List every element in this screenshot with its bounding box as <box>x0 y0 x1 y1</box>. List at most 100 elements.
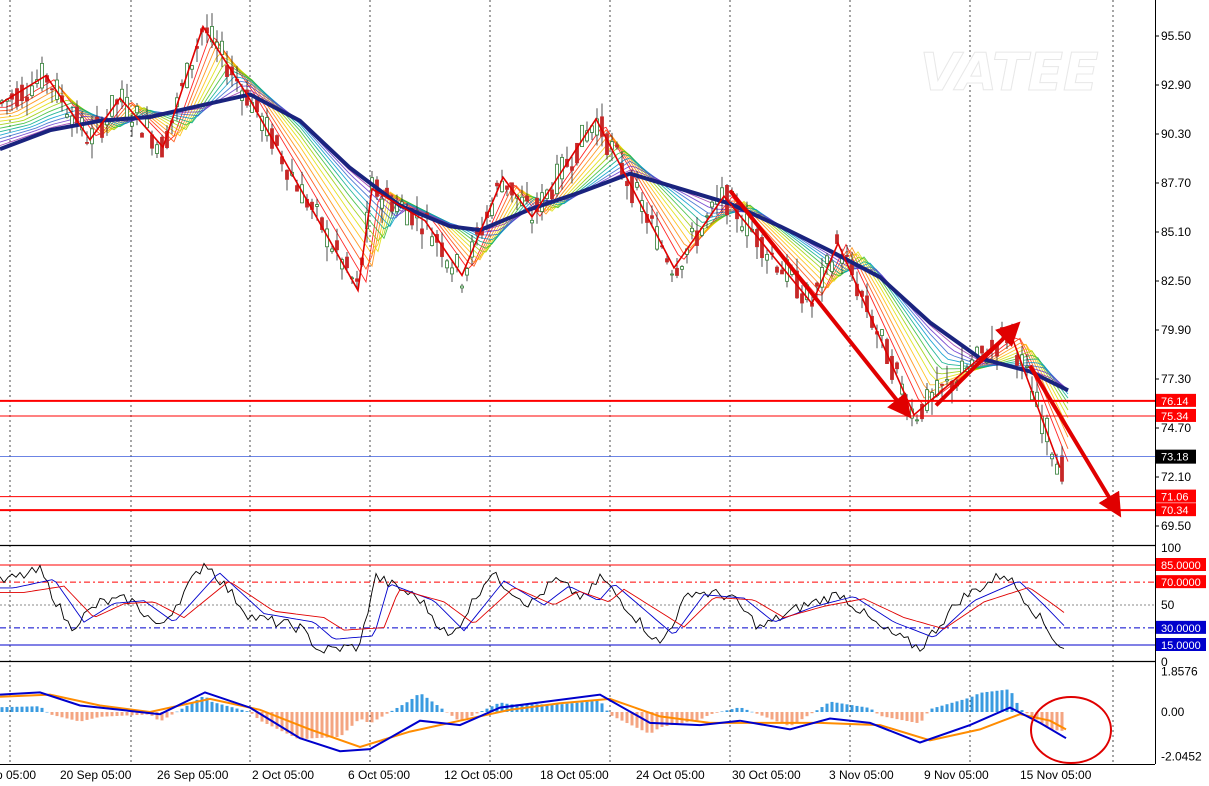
macd-histogram-bar-34 <box>170 712 174 715</box>
macd-histogram-bar-88 <box>440 708 444 712</box>
candle-body-8 <box>40 62 44 89</box>
candle-body-200 <box>1000 327 1004 330</box>
macd-histogram-bar-160 <box>800 712 804 720</box>
candle-body-192 <box>960 360 964 374</box>
macd-panel[interactable]: 1.8576 0.00 -2.0452 <box>0 665 1202 764</box>
candle-body-45 <box>225 65 229 77</box>
macd-histogram-bar-22 <box>110 712 114 717</box>
macd-histogram-bar-183 <box>915 712 919 723</box>
macd-histogram-bar-148 <box>740 707 744 712</box>
macd-histogram-bar-89 <box>445 712 449 713</box>
macd-histogram-bar-117 <box>585 701 589 712</box>
macd-histogram-bar-155 <box>775 712 779 722</box>
macd-histogram-bar-184 <box>920 712 924 721</box>
macd-histogram-bar-166 <box>830 701 834 712</box>
macd-histogram-bar-143 <box>715 712 719 713</box>
macd-histogram-bar-154 <box>770 712 774 720</box>
macd-histogram-bar-173 <box>865 707 869 712</box>
candle-body-67 <box>335 240 339 251</box>
macd-histogram-bar-102 <box>510 704 514 712</box>
macd-histogram-bar-110 <box>550 704 554 712</box>
level-tag-0: 76.14 <box>1161 396 1189 408</box>
macd-histogram-bar-25 <box>125 712 129 716</box>
candle-body-26 <box>130 121 134 127</box>
macd-histogram-bar-170 <box>850 705 854 712</box>
osc-level-tag-4: 15.0000 <box>1161 640 1201 652</box>
macd-histogram-bar-200 <box>1000 690 1004 712</box>
osc-level-tag-3: 30.0000 <box>1161 623 1201 635</box>
macd-histogram-bar-62 <box>310 712 314 739</box>
osc-line-2 <box>0 581 1065 631</box>
candle-body-86 <box>430 236 434 246</box>
macd-histogram-bar-174 <box>870 709 874 712</box>
macd-histogram-bar-156 <box>780 712 784 724</box>
candle-body-76 <box>380 198 384 209</box>
level-tag-bg-3 <box>1156 503 1196 517</box>
macd-histogram-bar-91 <box>455 712 459 720</box>
macd-histogram-bar-57 <box>285 712 289 734</box>
macd-histogram-bar-24 <box>120 712 124 716</box>
macd-histogram-bar-113 <box>565 703 569 712</box>
macd-histogram-bar-49 <box>245 711 249 712</box>
macd-histogram-bar-190 <box>950 702 954 712</box>
macd-histogram-bar-11 <box>55 712 59 717</box>
ribbon-line-4 <box>0 56 1069 419</box>
candle-body-141 <box>705 215 709 218</box>
macd-histogram-bar-107 <box>535 704 539 712</box>
candle-body-133 <box>665 258 669 263</box>
candle-body-6 <box>30 85 34 97</box>
time-label-4: 6 Oct 05:00 <box>348 768 410 782</box>
osc-line-0 <box>0 562 1065 654</box>
price-tick-label-2: 90.30 <box>1161 127 1191 141</box>
macd-histogram-bar-199 <box>995 690 999 712</box>
macd-histogram-bar-115 <box>575 702 579 712</box>
macd-histogram-bar-68 <box>340 712 344 736</box>
oscillator-panel[interactable]: 85.0000 70.0000 30.0000 15.0000 100 50 0 <box>0 541 1206 669</box>
macd-histogram-bar-101 <box>505 703 509 712</box>
candle-body-5 <box>25 96 29 102</box>
macd-histogram-bar-144 <box>720 711 724 713</box>
macd-histogram-bar-123 <box>615 712 619 719</box>
macd-histogram-bar-127 <box>635 712 639 728</box>
candle-body-27 <box>135 106 139 114</box>
macd-histogram-bar-5 <box>25 706 29 712</box>
candle-body-13 <box>65 114 69 118</box>
candle-body-24 <box>120 88 124 103</box>
macd-histogram-bar-157 <box>785 712 789 726</box>
macd-histogram-bar-27 <box>135 712 139 716</box>
macd-histogram-bar-87 <box>435 705 439 712</box>
osc-level-tag-bg-4 <box>1156 638 1206 651</box>
macd-histogram-bar-208 <box>1040 712 1044 724</box>
candle-body-38 <box>190 65 194 70</box>
macd-histogram-bar-171 <box>855 705 859 712</box>
macd-histogram-bar-23 <box>115 712 119 716</box>
macd-histogram-bar-35 <box>175 711 179 713</box>
macd-histogram-bar-149 <box>745 709 749 712</box>
candle-body-136 <box>680 266 684 270</box>
price-tick-label-5: 82.50 <box>1161 274 1191 288</box>
candle-body-116 <box>580 124 584 147</box>
macd-histogram-bar-63 <box>315 712 319 739</box>
osc-level-tag-bg-0 <box>1156 558 1206 571</box>
time-label-6: 18 Oct 05:00 <box>540 768 609 782</box>
macd-histogram-bar-70 <box>350 712 354 726</box>
macd-histogram-bar-131 <box>655 712 659 730</box>
macd-histogram-bar-86 <box>430 701 434 712</box>
candle-body-89 <box>445 260 449 269</box>
time-label-5: 12 Oct 05:00 <box>444 768 513 782</box>
macd-histogram-bar-152 <box>760 712 764 716</box>
macd-histogram-bar-17 <box>85 712 89 720</box>
macd-histogram-bar-97 <box>485 708 489 712</box>
macd-histogram-bar-14 <box>70 712 74 720</box>
candle-body-181 <box>905 405 909 414</box>
candle-body-44 <box>220 40 224 56</box>
candle-body-99 <box>495 182 499 187</box>
macd-histogram-bar-94 <box>470 712 474 716</box>
level-tag-bg-0 <box>1156 393 1196 407</box>
macd-histogram-bar-18 <box>90 712 94 719</box>
macd-histogram-bar-21 <box>105 712 109 717</box>
macd-histogram-bar-19 <box>95 712 99 718</box>
osc-level-tag-0: 85.0000 <box>1161 560 1201 572</box>
